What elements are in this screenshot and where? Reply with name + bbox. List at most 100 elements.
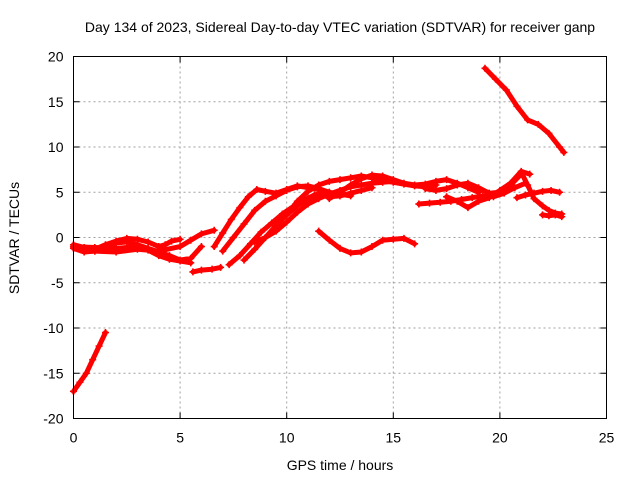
data-point: [101, 329, 109, 337]
data-point: [539, 211, 547, 219]
data-point: [246, 240, 254, 248]
data-point: [253, 186, 261, 194]
data-point: [210, 226, 218, 234]
y-tick-label: -5: [51, 275, 64, 291]
data-point: [558, 213, 566, 221]
data-point: [293, 208, 301, 216]
data-point: [534, 120, 542, 128]
data-point: [511, 184, 519, 192]
data-point: [556, 188, 564, 196]
data-point: [524, 181, 532, 189]
x-tick-label: 20: [492, 430, 508, 446]
data-point: [251, 245, 259, 253]
data-point: [176, 235, 184, 243]
data-point: [453, 197, 461, 205]
data-point: [251, 206, 259, 214]
data-point: [475, 184, 483, 192]
data-point: [347, 174, 355, 182]
data-point: [421, 185, 429, 193]
data-point: [144, 246, 152, 254]
y-tick-label: 10: [48, 139, 64, 155]
data-point: [304, 187, 312, 195]
data-point: [539, 202, 547, 210]
data-point: [210, 243, 218, 251]
data-point: [453, 181, 461, 189]
data-point: [257, 228, 265, 236]
y-tick-label: 20: [48, 49, 64, 65]
data-point: [293, 183, 301, 191]
data-point: [95, 342, 103, 350]
y-tick-label: -15: [43, 365, 63, 381]
x-tick-label: 10: [279, 430, 295, 446]
data-point: [464, 179, 472, 187]
data-point: [507, 179, 515, 187]
data-point: [545, 212, 553, 220]
data-point: [161, 241, 169, 249]
y-tick-label: -10: [43, 320, 63, 336]
data-point: [283, 186, 291, 194]
data-point: [389, 235, 397, 243]
data-point: [468, 194, 476, 202]
data-series: [70, 64, 568, 395]
data-point: [517, 168, 525, 176]
data-point: [443, 185, 451, 193]
data-point: [133, 235, 141, 243]
data-point: [240, 256, 248, 264]
series-line-arc-1: [71, 330, 108, 394]
data-point: [347, 181, 355, 189]
data-point: [368, 243, 376, 251]
data-point: [217, 263, 225, 271]
data-point: [530, 189, 538, 197]
x-tick-label: 25: [599, 430, 615, 446]
data-point: [400, 234, 408, 242]
data-point: [76, 378, 84, 386]
data-point: [357, 248, 365, 256]
data-point: [547, 186, 555, 194]
data-point: [389, 176, 397, 184]
data-point: [91, 243, 99, 251]
data-point: [336, 176, 344, 184]
data-point: [261, 187, 269, 195]
data-point: [315, 227, 323, 235]
data-point: [208, 265, 216, 273]
data-point: [513, 194, 521, 202]
y-tick-label: 15: [48, 94, 64, 110]
data-point: [432, 177, 440, 185]
data-point: [539, 187, 547, 195]
data-point: [481, 64, 489, 72]
data-point: [502, 86, 510, 94]
data-point: [197, 230, 205, 238]
data-point: [545, 129, 553, 137]
y-tick-label: -20: [43, 411, 63, 427]
series-line-arc-4: [92, 227, 217, 255]
y-tick-label: 0: [56, 230, 64, 246]
data-point: [426, 199, 434, 207]
data-point: [432, 186, 440, 194]
y-axis-label: SDTVAR / TECUs: [6, 182, 22, 294]
data-point: [560, 148, 568, 156]
data-point: [379, 172, 387, 180]
y-tick-label: 5: [56, 184, 64, 200]
data-point: [325, 177, 333, 185]
data-point: [357, 175, 365, 183]
data-point: [464, 204, 472, 212]
data-point: [272, 227, 280, 235]
data-point: [436, 198, 444, 206]
data-point: [283, 211, 291, 219]
data-point: [293, 197, 301, 205]
data-point: [336, 188, 344, 196]
chart-title: Day 134 of 2023, Sidereal Day-to-day VTE…: [85, 19, 595, 35]
data-point: [368, 171, 376, 179]
data-point: [168, 237, 176, 245]
data-point: [225, 261, 233, 269]
data-point: [155, 252, 163, 260]
data-point: [123, 234, 131, 242]
data-point: [443, 176, 451, 184]
data-point: [492, 75, 500, 83]
data-point: [513, 102, 521, 110]
data-point: [551, 211, 559, 219]
data-point: [411, 181, 419, 189]
data-point: [144, 238, 152, 246]
